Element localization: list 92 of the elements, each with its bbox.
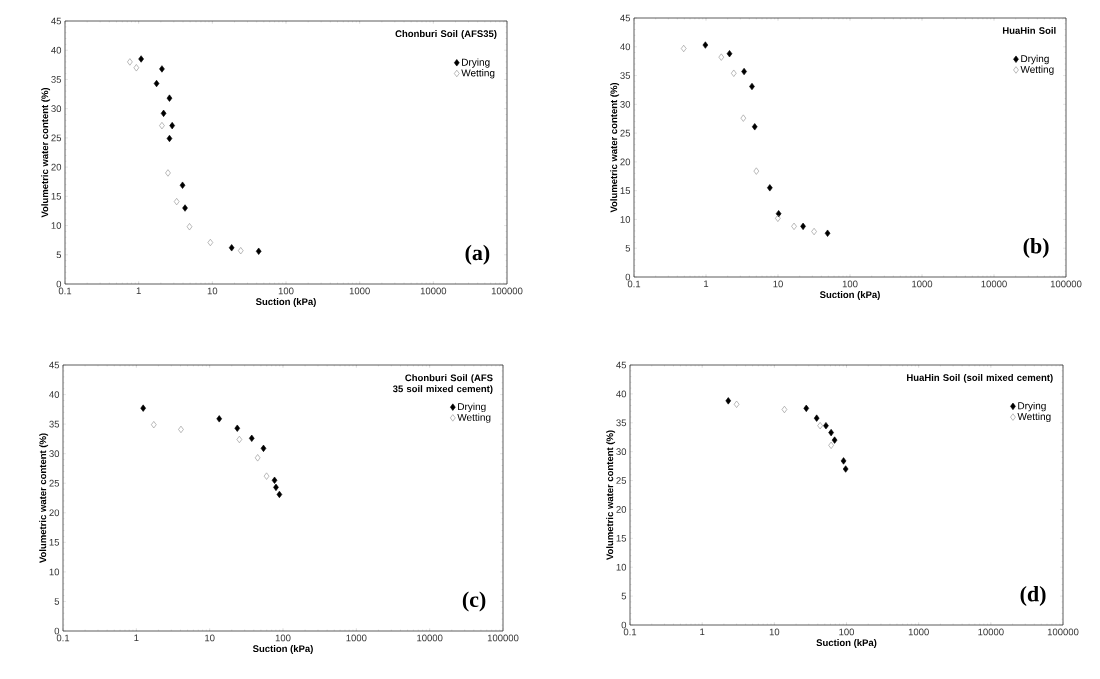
y-tick-label: 45: [620, 14, 631, 22]
legend-label: Wetting: [1017, 412, 1051, 423]
y-tick-label: 10: [51, 222, 62, 229]
legend-title: Chonburi Soil (AFS35): [395, 30, 497, 39]
legend-label: Drying: [462, 58, 490, 68]
annotation: (b): [1023, 238, 1049, 258]
x-tick-label: 10: [207, 287, 218, 295]
x-tick-label: 0.1: [56, 634, 70, 642]
legend-label: Wetting: [457, 413, 491, 423]
y-tick-label: 35: [616, 419, 627, 427]
y-axis-title: Volumetric water content (%): [41, 87, 51, 218]
x-axis-title: Suction (kPa): [252, 645, 313, 654]
y-tick-label: 25: [616, 477, 627, 484]
x-axis-title: Suction (kPa): [255, 298, 316, 307]
y-tick-label: 0: [54, 627, 60, 635]
x-tick-label: 0.1: [623, 628, 637, 636]
y-tick-label: 40: [620, 43, 631, 51]
x-tick-label: 100: [275, 634, 291, 642]
y-tick-label: 5: [625, 244, 631, 252]
annotation: (c): [462, 591, 486, 612]
y-tick-label: 0: [621, 621, 627, 629]
x-tick-label: 10: [769, 628, 780, 636]
x-tick-label: 1: [700, 628, 705, 636]
x-tick-label: 100000: [1047, 628, 1079, 636]
x-tick-label: 0.1: [627, 280, 641, 288]
y-tick-label: 40: [616, 390, 627, 398]
x-axis-title: Suction (kPa): [816, 639, 877, 648]
x-tick-label: 100: [278, 287, 294, 295]
x-tick-label: 1000: [346, 634, 367, 642]
y-tick-label: 20: [51, 163, 62, 171]
x-tick-label: 100000: [1050, 280, 1082, 288]
y-tick-label: 45: [49, 361, 60, 369]
x-tick-label: 100: [842, 280, 858, 288]
legend-label: Drying: [1018, 402, 1046, 412]
y-tick-label: 40: [49, 391, 60, 398]
legend-title: Chonburi Soil (AFS 35 soil mixed cement): [392, 374, 493, 395]
legend-title: HuaHin Soil (soil mixed cement): [907, 374, 1053, 383]
y-tick-label: 40: [51, 46, 62, 54]
y-tick-label: 20: [49, 509, 60, 517]
y-tick-label: 30: [49, 450, 60, 458]
y-tick-label: 35: [49, 420, 60, 428]
y-tick-label: 20: [620, 158, 631, 166]
y-tick-label: 5: [56, 251, 62, 259]
y-tick-label: 35: [51, 76, 62, 83]
y-tick-label: 15: [616, 535, 627, 542]
x-tick-label: 1: [136, 287, 141, 295]
x-tick-label: 1000: [349, 287, 370, 295]
x-tick-label: 1: [704, 280, 709, 288]
y-tick-label: 30: [616, 448, 627, 456]
x-tick-label: 10000: [981, 280, 1007, 288]
legend-label: Drying: [458, 402, 486, 413]
y-tick-label: 45: [616, 361, 627, 369]
legend-label: Drying: [1021, 54, 1049, 65]
x-axis-title: Suction (kPa): [819, 291, 880, 300]
y-tick-label: 10: [49, 568, 60, 576]
legend-title: HuaHin Soil: [1002, 26, 1056, 34]
y-tick-label: 45: [51, 17, 62, 25]
y-tick-label: 0: [56, 280, 62, 288]
x-tick-label: 0.1: [58, 287, 72, 295]
x-tick-label: 100: [839, 628, 855, 636]
y-tick-label: 20: [616, 506, 627, 513]
y-tick-label: 25: [51, 134, 62, 142]
y-tick-label: 30: [51, 105, 62, 113]
x-tick-label: 1000: [908, 628, 929, 636]
x-tick-label: 1: [134, 634, 139, 642]
y-tick-label: 10: [616, 563, 627, 571]
y-tick-label: 30: [620, 100, 631, 108]
y-tick-label: 35: [620, 72, 631, 79]
x-tick-label: 10000: [417, 634, 443, 642]
x-tick-label: 10: [205, 634, 215, 642]
x-tick-label: 10000: [978, 628, 1004, 636]
x-tick-label: 10: [773, 280, 783, 288]
x-tick-label: 100000: [487, 634, 519, 642]
x-tick-label: 1000: [912, 280, 933, 288]
y-tick-label: 25: [620, 129, 631, 137]
annotation: (d): [1020, 585, 1046, 606]
y-tick-label: 15: [51, 193, 62, 200]
y-tick-label: 15: [49, 539, 60, 546]
annotation: (a): [465, 244, 490, 265]
y-axis-title: Volumetric water content (%): [606, 430, 616, 561]
x-tick-label: 10000: [420, 287, 447, 295]
y-tick-label: 5: [621, 592, 627, 600]
x-tick-label: 100000: [491, 287, 523, 295]
y-tick-label: 15: [620, 187, 631, 194]
y-tick-label: 5: [54, 598, 60, 605]
y-tick-label: 0: [625, 273, 631, 281]
y-axis-title: Volumetric water content (%): [39, 433, 49, 564]
y-axis-title: Volumetric water content (%): [610, 82, 620, 213]
legend-label: Wetting: [1020, 65, 1054, 75]
legend-label: Wetting: [461, 69, 495, 79]
y-tick-label: 10: [620, 216, 631, 223]
y-tick-label: 25: [49, 479, 60, 487]
